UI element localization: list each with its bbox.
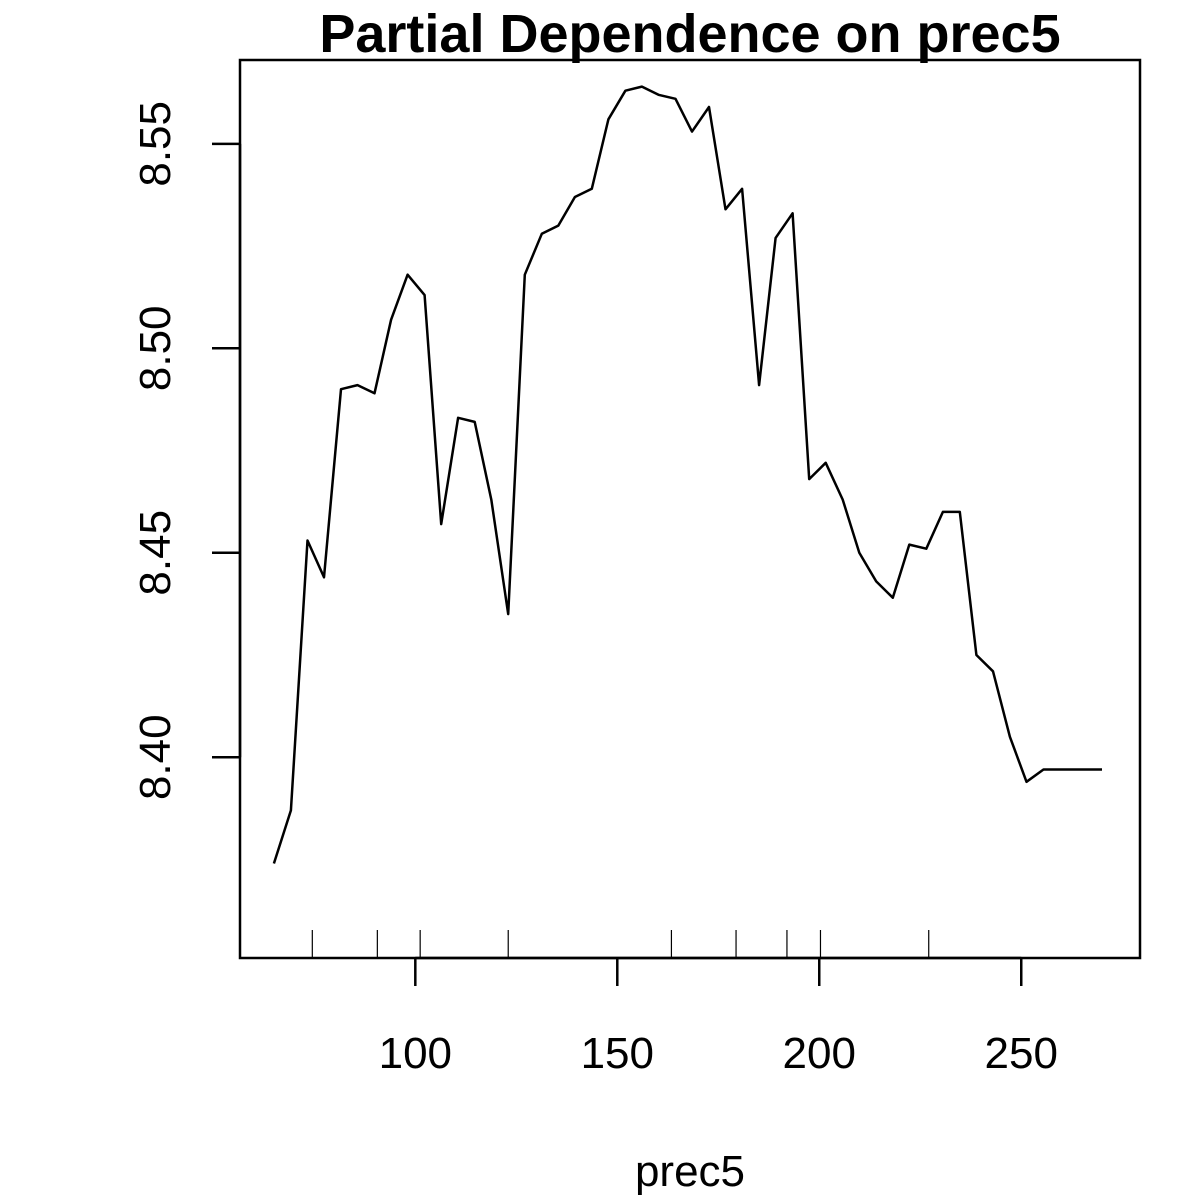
x-axis-label: prec5 [635,1147,745,1196]
y-axis: 8.40 8.45 8.50 8.55 [131,101,242,800]
series-line [272,85,1102,864]
rug-marks [311,930,930,958]
x-tick-label: 150 [581,1029,654,1078]
y-tick-label: 8.55 [131,101,180,187]
x-tick-label: 100 [379,1029,452,1078]
y-tick-label: 8.40 [131,714,180,800]
y-tick-label: 8.45 [131,510,180,596]
x-tick-label: 200 [783,1029,856,1078]
series-layer [272,85,1102,864]
chart-title: Partial Dependence on prec5 [319,4,1060,64]
x-tick-label: 250 [985,1029,1058,1078]
x-axis: 100 150 200 250 [379,956,1058,1078]
plot-frame [238,58,1142,960]
y-tick-label: 8.50 [131,305,180,391]
